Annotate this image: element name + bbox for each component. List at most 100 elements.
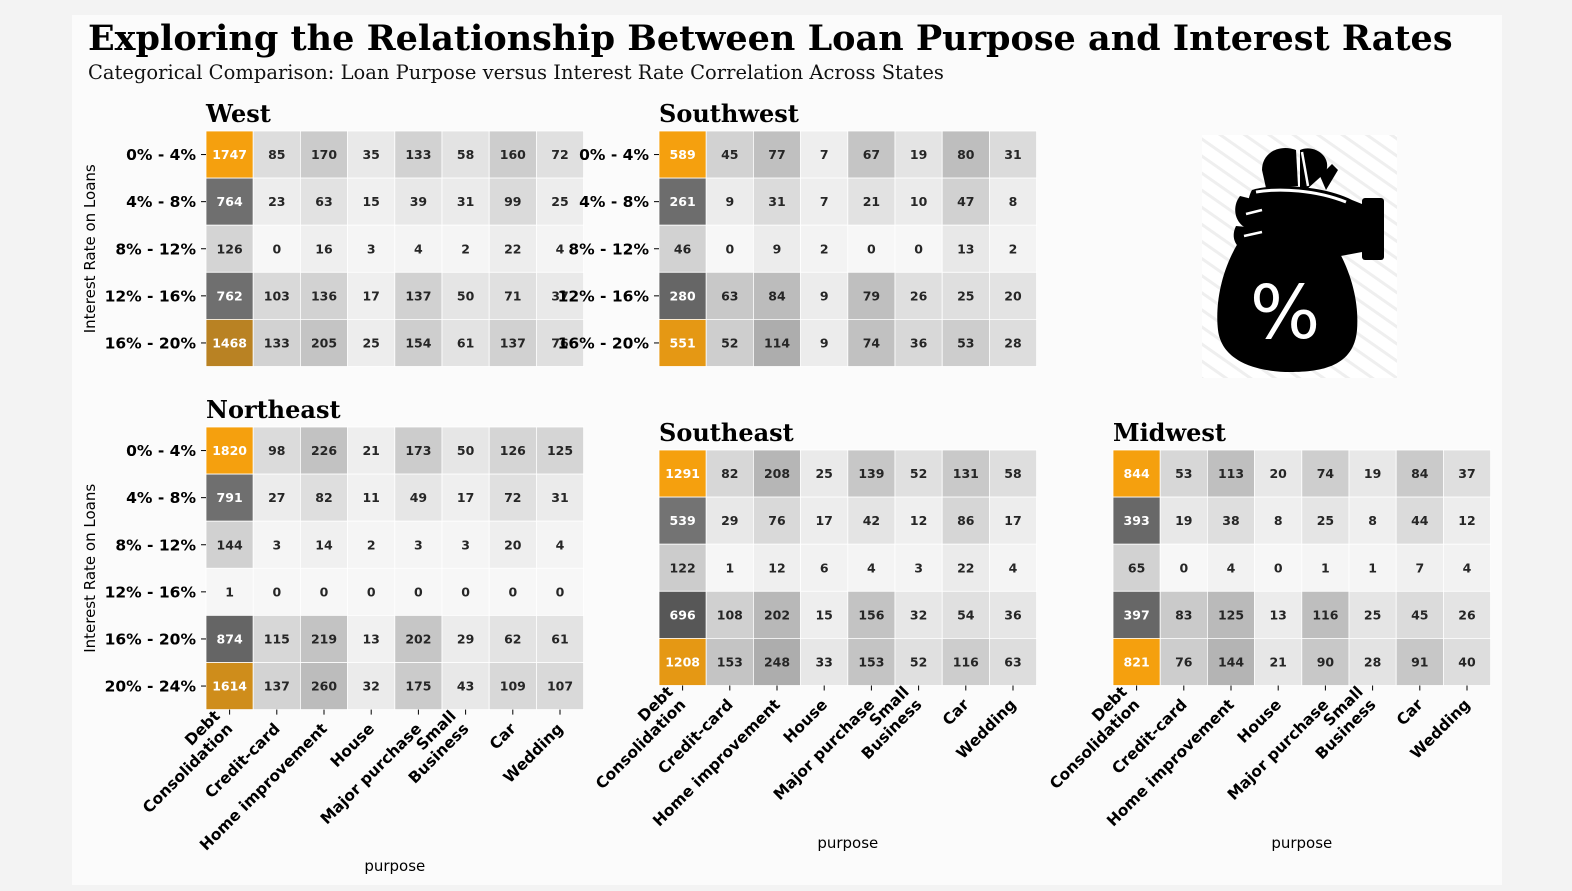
y-tick-label: 20% - 24% (105, 678, 197, 696)
cell-value: 1291 (665, 466, 700, 481)
cell-value: 28 (1364, 654, 1381, 669)
cell-value: 551 (670, 335, 696, 350)
cell-value: 29 (457, 631, 474, 646)
cell-value: 82 (721, 466, 738, 481)
x-axis-title: purpose (364, 857, 425, 875)
percent-glyph: % (1250, 270, 1320, 356)
cell-value: 31 (768, 194, 785, 209)
cell-value: 45 (1411, 607, 1428, 622)
heatmap-cell (847, 318, 896, 367)
heatmap-cell (847, 271, 896, 320)
heatmap-cell (800, 638, 849, 686)
cell-value: 107 (547, 679, 573, 694)
cell-value: 16 (315, 241, 333, 256)
cell-value: 0 (272, 584, 281, 599)
heatmap-cell (800, 177, 849, 226)
cell-value: 32 (910, 607, 927, 622)
heatmap-cell (658, 318, 707, 367)
cell-value: 0 (1179, 560, 1188, 575)
cell-value: 156 (858, 607, 884, 622)
cell-value: 589 (670, 147, 696, 162)
cell-value: 4 (1463, 560, 1472, 575)
heatmap-cell (394, 177, 443, 226)
cell-value: 40 (1458, 654, 1476, 669)
heatmap-cell (1207, 590, 1256, 639)
cell-value: 226 (311, 443, 337, 458)
heatmap-cell (394, 130, 443, 179)
region-title: West (205, 99, 271, 128)
heatmap-cell (488, 177, 537, 226)
heatmap-cell (658, 496, 707, 545)
cell-value: 26 (1458, 607, 1476, 622)
heatmap-cell (1395, 449, 1444, 498)
heatmap-cell (989, 318, 1038, 367)
cell-value: 46 (674, 241, 692, 256)
heatmap-cell (705, 130, 754, 179)
cell-value: 202 (405, 631, 431, 646)
heatmap-cell (441, 177, 490, 226)
cell-value: 19 (910, 147, 927, 162)
cell-value: 4 (556, 537, 565, 552)
cell-value: 13 (957, 241, 974, 256)
cell-value: 35 (362, 147, 379, 162)
cell-value: 0 (725, 241, 734, 256)
heatmap-cell (441, 615, 490, 663)
heatmap-cell (1159, 590, 1208, 639)
cell-value: 31 (1004, 147, 1021, 162)
heatmap-cell (205, 473, 254, 522)
cell-value: 58 (1004, 466, 1021, 481)
heatmap-cell (252, 426, 301, 475)
y-tick-label: 0% - 4% (126, 146, 196, 164)
heatmap-cell (989, 271, 1038, 320)
cell-value: 54 (957, 607, 975, 622)
heatmap-cell (299, 662, 348, 710)
heatmap-cell (989, 638, 1038, 686)
heatmap-cell (205, 271, 254, 320)
y-tick-label: 0% - 4% (126, 442, 196, 460)
heatmap-cell (941, 130, 990, 179)
y-axis-title: Interest Rate on Loans (81, 164, 99, 333)
heatmap-cell (1159, 543, 1208, 592)
cell-value: 696 (670, 607, 696, 622)
cell-value: 17 (1004, 513, 1021, 528)
cell-value: 17 (457, 490, 474, 505)
cell-value: 821 (1124, 654, 1150, 669)
heatmap-cell (536, 473, 585, 522)
cell-value: 42 (863, 513, 880, 528)
cell-value: 31 (551, 490, 568, 505)
cell-value: 0 (414, 584, 423, 599)
cell-value: 26 (910, 288, 928, 303)
heatmap-cell (299, 615, 348, 663)
cell-value: 0 (508, 584, 517, 599)
cell-value: 52 (721, 335, 738, 350)
heatmap-cell (941, 590, 990, 639)
heatmap-cell (753, 224, 802, 273)
heatmap-cell (1395, 590, 1444, 639)
cell-value: 4 (414, 241, 423, 256)
heatmap-cell (441, 224, 490, 273)
cell-value: 63 (1004, 654, 1021, 669)
cell-value: 764 (217, 194, 243, 209)
region-title: Southwest (659, 99, 799, 128)
cell-value: 115 (264, 631, 290, 646)
heatmap-cell (753, 177, 802, 226)
cell-value: 21 (362, 443, 379, 458)
cell-value: 82 (315, 490, 332, 505)
x-axis-title: purpose (1271, 834, 1332, 852)
heatmap-cell (989, 177, 1038, 226)
x-tick-label: Car (486, 719, 520, 753)
cell-value: 125 (547, 443, 573, 458)
cell-value: 50 (457, 288, 475, 303)
heatmap-cell (658, 449, 707, 498)
cell-value: 37 (551, 288, 568, 303)
cell-value: 32 (362, 679, 379, 694)
heatmap-cell (394, 426, 443, 475)
cell-value: 8 (1009, 194, 1018, 209)
cell-value: 2 (820, 241, 829, 256)
heatmap-cell (705, 177, 754, 226)
cell-value: 1208 (665, 654, 700, 669)
heatmap-cell (894, 638, 943, 686)
heatmap-cell (1254, 449, 1303, 498)
heatmap-cell (441, 318, 490, 367)
